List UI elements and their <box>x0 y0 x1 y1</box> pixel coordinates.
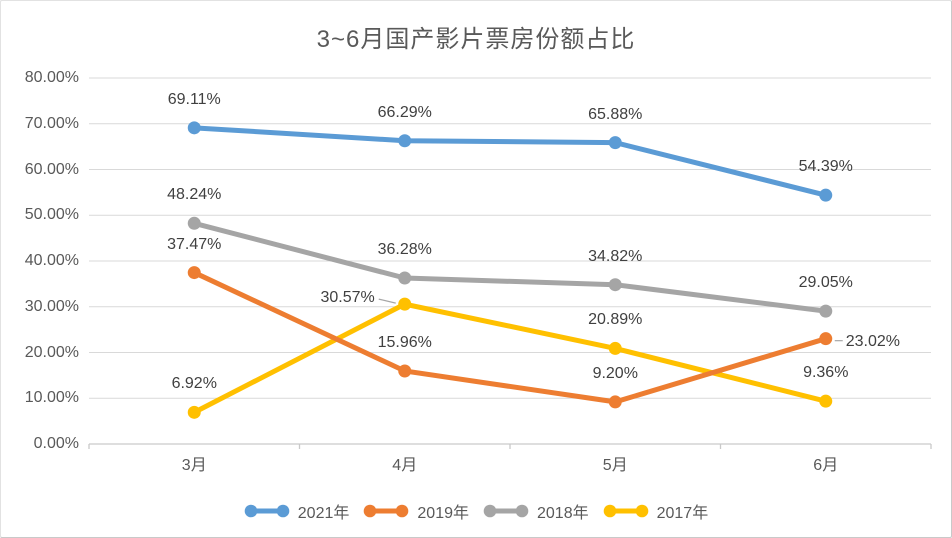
y-axis-tick-label: 30.00% <box>24 297 79 315</box>
y-axis-tick-label: 60.00% <box>24 160 79 178</box>
data-label: 65.88% <box>588 105 643 123</box>
data-label: 48.24% <box>167 186 222 204</box>
data-label: 37.47% <box>167 235 222 253</box>
data-label: 6.92% <box>171 375 217 393</box>
legend-item-2018年: 2018年 <box>483 499 589 523</box>
y-axis-tick-label: 50.00% <box>24 206 79 224</box>
data-point-marker <box>819 188 833 202</box>
x-axis-label: 6月 <box>813 457 839 474</box>
data-point-marker <box>608 341 622 355</box>
data-label: 54.39% <box>798 158 853 176</box>
x-axis-label: 4月 <box>392 457 418 474</box>
legend-label: 2021年 <box>297 505 350 522</box>
data-point-marker <box>819 304 833 318</box>
data-point-marker <box>608 136 622 150</box>
y-axis-tick-label: 10.00% <box>24 389 79 407</box>
legend-item-2019年: 2019年 <box>363 499 469 523</box>
chart-title: 3~6月国产影片票房份额占比 <box>316 26 636 53</box>
data-point-marker <box>398 134 412 148</box>
data-point-marker <box>819 394 833 408</box>
data-label: 69.11% <box>167 90 221 108</box>
legend-marker-icon <box>244 504 290 518</box>
legend-marker-icon <box>483 504 529 518</box>
y-axis-tick-label: 40.00% <box>24 252 79 269</box>
series-line-2017年 <box>191 301 829 415</box>
x-axis-label: 3月 <box>181 457 207 474</box>
legend-marker-icon <box>364 504 409 518</box>
data-label: 20.89% <box>588 311 643 329</box>
data-label: 36.28% <box>377 241 432 259</box>
x-axis-label: 5月 <box>602 457 628 474</box>
legend-item-2017年: 2017年 <box>603 499 709 523</box>
y-axis-tick-label: 70.00% <box>24 114 79 132</box>
y-axis-tick-label: 80.00% <box>24 69 79 86</box>
legend-label: 2017年 <box>656 505 709 522</box>
data-point-marker <box>398 297 412 311</box>
data-point-marker <box>187 405 201 419</box>
data-point-marker <box>187 266 201 280</box>
data-label: 66.29% <box>377 103 432 121</box>
series-line-2019年 <box>191 270 829 405</box>
legend-item-2021年: 2021年 <box>244 499 350 523</box>
legend-marker-icon <box>603 504 648 518</box>
data-point-marker <box>608 395 622 409</box>
data-point-marker <box>187 121 201 135</box>
data-label: 15.96% <box>377 333 432 351</box>
data-label: 30.57% <box>320 289 375 307</box>
legend: 2021年 2019年 2018年 2017年 <box>1 499 951 523</box>
legend-label: 2018年 <box>537 505 589 522</box>
data-label: 29.05% <box>798 274 853 292</box>
data-label: 34.82% <box>588 247 643 265</box>
data-point-marker <box>398 364 412 378</box>
data-point-marker <box>819 332 833 346</box>
series-line-2018年 <box>191 220 829 314</box>
series-line-2021年 <box>191 125 829 198</box>
label-leader-line <box>378 298 396 304</box>
y-axis-tick-label: 0.00% <box>33 435 79 452</box>
legend-label: 2019年 <box>417 505 469 522</box>
data-point-marker <box>398 271 412 285</box>
data-point-marker <box>608 278 622 292</box>
data-point-marker <box>187 216 201 230</box>
data-label: 9.20% <box>592 364 638 382</box>
data-label: 9.36% <box>803 364 849 382</box>
data-label: 23.02% <box>845 332 901 350</box>
y-axis-tick-label: 20.00% <box>24 343 79 361</box>
